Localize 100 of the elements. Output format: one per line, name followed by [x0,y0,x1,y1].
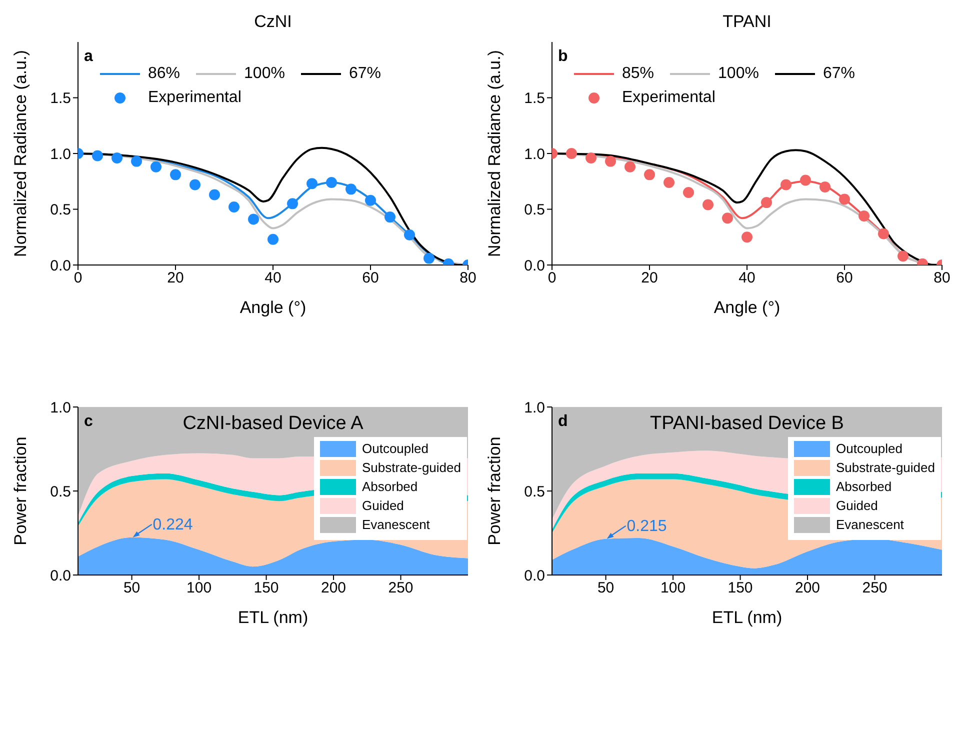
legend-label: Absorbed [362,479,418,495]
point [424,252,434,264]
point [209,189,220,200]
annotation: a [84,48,93,66]
x-tick-label: 40 [738,270,756,287]
point [384,212,396,223]
chart-title: TPANI-based Device B [650,413,844,434]
point [190,179,200,190]
point [287,198,298,210]
x-tick-label: 0 [548,270,556,287]
y-axis-title: Power fraction [11,436,30,546]
x-tick-label: 50 [123,580,140,597]
point [761,197,772,208]
x-tick-label: 20 [167,270,184,287]
legend-label: Guided [362,498,404,514]
point [800,174,811,186]
annotation: 0.224 [152,516,193,534]
x-axis-title: ETL (nm) [712,608,782,627]
x-tick-label: 250 [862,580,888,597]
legend-label: Absorbed [836,479,892,495]
x-tick-label: 200 [795,580,820,597]
legend-label: Outcoupled [836,441,902,457]
annotation: c [84,413,93,431]
point [780,179,792,190]
legend-label: Evanescent [836,517,904,533]
y-tick-label: 1.0 [524,146,545,163]
x-tick-label: 100 [186,580,212,597]
point [404,229,415,240]
point [858,210,870,222]
point [664,176,674,188]
point [644,169,655,180]
point [722,212,733,224]
point [878,228,889,240]
point [92,150,103,162]
x-tick-label: 80 [934,270,950,287]
point [683,187,694,198]
point [365,194,376,206]
y-tick-label: 0.0 [524,567,545,584]
point [170,169,181,180]
annotation: 0.215 [626,518,667,535]
legend-label: 85% [622,64,654,84]
legend-label: 100% [718,64,759,84]
y-tick-label: 0.5 [524,483,545,500]
point [150,161,162,172]
chart-title: CzNI-based Device A [182,413,364,434]
annotation: d [558,413,568,431]
y-tick-label: 1.0 [50,146,71,163]
x-tick-label: 100 [660,580,686,597]
x-tick-label: 50 [597,580,614,597]
y-tick-label: 0.5 [50,483,71,500]
legend-label: Experimental [622,88,716,108]
point [268,234,278,245]
x-axis-title: Angle (°) [714,298,780,317]
point [605,156,616,167]
chart-title: TPANI [722,12,772,32]
legend-label: Evanescent [362,517,430,533]
y-tick-label: 0.0 [50,257,71,274]
point [742,232,752,243]
y-axis-title: Normalized Radiance (a.u.) [485,50,504,257]
x-tick-label: 0 [74,270,82,287]
point [306,178,318,190]
y-tick-label: 1.5 [50,90,71,108]
point [112,152,122,164]
point [131,156,142,167]
legend-label: Substrate-guided [836,460,935,476]
legend-label: Experimental [148,88,242,108]
y-axis-title: Normalized Radiance (a.u.) [11,50,30,257]
y-tick-label: 0.0 [524,257,545,274]
point [586,152,596,164]
x-tick-label: 80 [460,270,476,287]
point [228,202,240,213]
annotation: b [558,48,568,66]
point [346,184,356,195]
y-tick-label: 1.0 [524,399,545,416]
chart-title: CzNI [253,12,293,32]
point [248,214,259,225]
legend-label: Substrate-guided [362,460,461,476]
y-tick-label: 0.5 [50,202,71,219]
y-tick-label: 1.5 [524,90,545,108]
point [839,194,850,205]
legend-label: 67% [822,64,855,84]
x-axis-title: ETL (nm) [238,608,308,627]
x-tick-label: 150 [728,580,753,597]
x-tick-label: 60 [362,270,379,287]
x-axis-title: Angle (°) [240,298,306,317]
x-tick-label: 20 [641,270,658,287]
point [820,181,830,192]
legend-label: 100% [244,64,285,84]
point [702,199,714,210]
x-tick-label: 150 [254,580,279,597]
y-tick-label: 0.0 [50,567,71,584]
point [566,148,577,159]
point [624,161,636,172]
point [898,250,908,262]
x-tick-label: 200 [321,580,346,597]
x-tick-label: 60 [836,270,853,287]
y-tick-label: 0.5 [524,202,545,219]
legend-label: Guided [836,498,878,514]
legend-label: 86% [148,64,180,84]
y-tick-label: 1.0 [50,399,71,416]
